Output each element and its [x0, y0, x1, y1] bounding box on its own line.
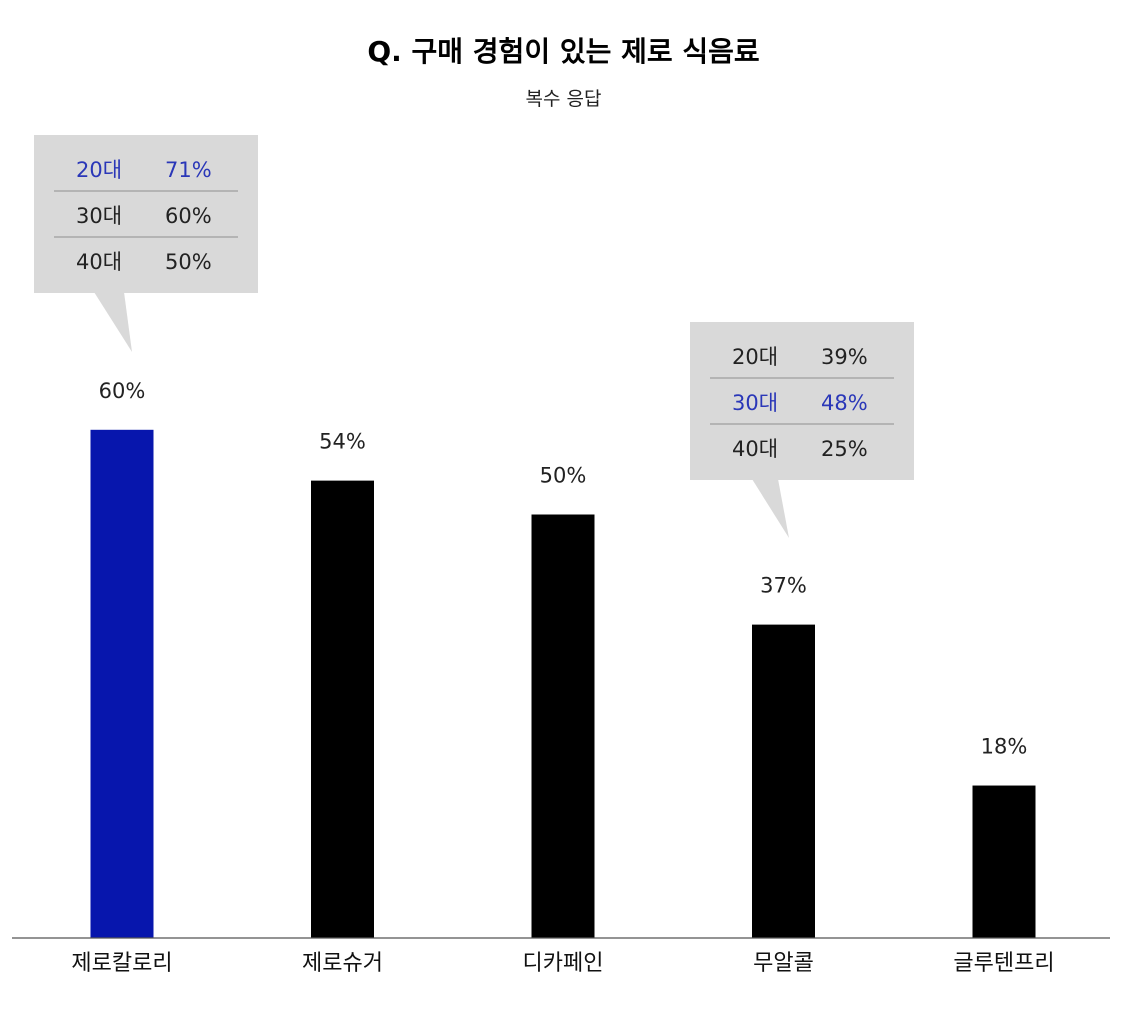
chart-subtitle: 복수 응답 [525, 88, 602, 110]
bar [311, 480, 374, 938]
category-label: 글루텐프리 [953, 951, 1054, 976]
callout-age-label: 30대 [76, 204, 122, 228]
bar-value-label: 60% [99, 379, 146, 403]
callout-age-label: 40대 [732, 437, 778, 461]
bar-value-label: 18% [981, 735, 1028, 759]
callout-age-label: 40대 [76, 250, 122, 274]
callout-value-label: 60% [165, 204, 212, 228]
bar [531, 514, 595, 938]
callout-value-label: 50% [165, 250, 212, 274]
callout-value-label: 71% [165, 158, 212, 182]
callout-box [34, 135, 258, 293]
callout-value-label: 39% [821, 345, 868, 369]
callout-age-label: 20대 [732, 345, 778, 369]
category-label: 디카페인 [523, 951, 604, 976]
callout-pointer [94, 292, 132, 352]
bar-value-label: 50% [540, 464, 587, 488]
callout-pointer [752, 479, 789, 538]
chart-title: Q. 구매 경험이 있는 제로 식음료 [367, 35, 760, 68]
category-label: 제로슈거 [302, 951, 383, 976]
bar [972, 785, 1036, 938]
bar-value-label: 37% [760, 574, 807, 598]
callout-box [690, 322, 914, 480]
bar [752, 624, 815, 938]
bar-value-label: 54% [319, 430, 366, 454]
category-label: 제로칼로리 [71, 951, 172, 976]
callout-age-label: 30대 [732, 391, 778, 415]
bar [90, 429, 154, 938]
callout-value-label: 25% [821, 437, 868, 461]
callout-age-label: 20대 [76, 158, 122, 182]
callout-value-label: 48% [821, 391, 868, 415]
category-label: 무알콜 [753, 951, 814, 976]
